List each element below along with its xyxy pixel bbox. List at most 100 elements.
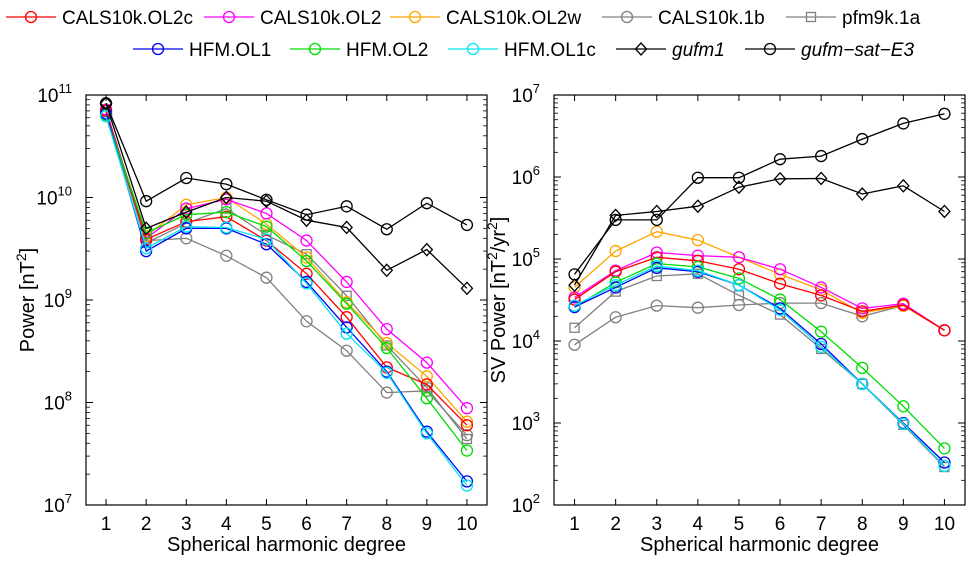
data-point: [568, 338, 581, 351]
legend-label: HFM.OL1c: [504, 40, 596, 61]
series-line: [105, 110, 468, 423]
x-tick-label: 9: [898, 514, 909, 535]
data-point: [938, 204, 951, 219]
data-point: [773, 263, 787, 276]
data-point: [460, 415, 474, 428]
x-tick-label: 10: [456, 514, 477, 535]
data-point: [180, 232, 193, 245]
series-line: [105, 110, 468, 426]
y-tick-label: 104: [512, 327, 540, 353]
legend-label: CALS10k.OL2c: [62, 8, 193, 29]
data-point: [380, 322, 393, 336]
legend-marker: [24, 10, 38, 24]
data-point: [897, 298, 910, 312]
data-point: [650, 299, 663, 312]
data-point: [691, 264, 704, 277]
series-cals2c: [568, 251, 951, 337]
legend-marker: [308, 42, 322, 56]
y-tick-label: 109: [44, 286, 72, 312]
legend-label: HFM.OL1: [189, 40, 271, 61]
legend-marker: [466, 42, 480, 56]
legend-marker: [805, 11, 817, 23]
series-gufmsat: [568, 107, 951, 281]
series-line: [105, 103, 468, 289]
x-tick-label: 1: [569, 514, 580, 535]
y-tick-label: 106: [512, 163, 540, 189]
data-point: [609, 244, 622, 258]
series-pfm: [100, 107, 473, 445]
y-tick-label: 1010: [36, 184, 72, 210]
data-point: [732, 272, 746, 285]
data-point: [460, 479, 474, 492]
x-tick-label: 10: [934, 514, 955, 535]
data-point: [569, 322, 580, 333]
data-point: [609, 213, 622, 227]
series-hfm1: [99, 107, 474, 488]
data-point: [460, 218, 474, 232]
data-point: [691, 260, 704, 274]
x-tick-label: 6: [301, 514, 312, 535]
x-tick-label: 9: [422, 514, 433, 535]
data-point: [938, 456, 951, 469]
power-spectrum-panel: 1 2 3 4 5 6 7 8 9 10 107 108 109 1010 1011 Spherical ha…: [13, 81, 488, 556]
data-point: [139, 244, 153, 258]
data-point: [897, 417, 910, 430]
legend-item-cals1b: CALS10k.1b: [602, 8, 765, 29]
y-tick-label: 107: [44, 491, 72, 517]
series-line: [105, 116, 468, 486]
data-point: [99, 107, 113, 120]
x-axis-label: Spherical harmonic degree: [640, 534, 879, 556]
data-point: [815, 296, 828, 310]
series-line: [105, 112, 468, 440]
data-point: [938, 324, 951, 337]
data-point: [340, 220, 354, 235]
data-point: [938, 442, 951, 455]
series-gufm1: [568, 171, 951, 293]
data-point: [896, 178, 910, 193]
data-point: [180, 198, 193, 211]
data-point: [300, 277, 313, 290]
series-line: [105, 114, 468, 451]
data-point: [300, 254, 313, 268]
series-hfm1: [568, 261, 951, 469]
data-point: [897, 117, 910, 130]
x-tick-label: 7: [341, 514, 352, 535]
y-tick-label: 1011: [37, 81, 72, 107]
data-point: [340, 311, 353, 324]
legend-marker: [151, 42, 165, 56]
data-point: [460, 429, 474, 442]
series-line: [574, 262, 945, 449]
data-point: [460, 402, 474, 415]
series-cals2w: [99, 104, 474, 428]
data-point: [732, 180, 746, 195]
data-point: [732, 251, 746, 264]
y-axis-label: Power [nT2]: [13, 248, 39, 353]
series-hfm1c: [568, 259, 951, 473]
legend-marker: [634, 42, 648, 56]
data-point: [461, 433, 473, 445]
legend-label: gufm−sat−E3: [801, 40, 914, 61]
data-point: [340, 344, 353, 357]
data-point: [420, 197, 434, 210]
data-point: [99, 97, 113, 110]
x-tick-label: 8: [857, 514, 868, 535]
data-point: [460, 281, 474, 296]
data-point: [815, 325, 828, 338]
data-point: [340, 297, 353, 310]
data-point: [380, 341, 393, 355]
data-point: [609, 208, 623, 223]
data-point: [568, 278, 581, 293]
data-point: [650, 213, 663, 227]
x-tick-label: 5: [261, 514, 272, 535]
data-point: [219, 190, 233, 205]
y-tick-label: 108: [44, 389, 72, 415]
series-line: [574, 273, 945, 468]
legend-marker: [620, 10, 634, 24]
data-point: [568, 281, 581, 294]
x-tick-label: 1: [101, 514, 112, 535]
y-tick-label: 102: [512, 491, 540, 517]
legend-item-gufmsat: gufm−sat−E3: [745, 40, 914, 61]
data-point: [856, 377, 869, 391]
data-point: [420, 242, 434, 257]
legend-marker: [222, 10, 236, 24]
